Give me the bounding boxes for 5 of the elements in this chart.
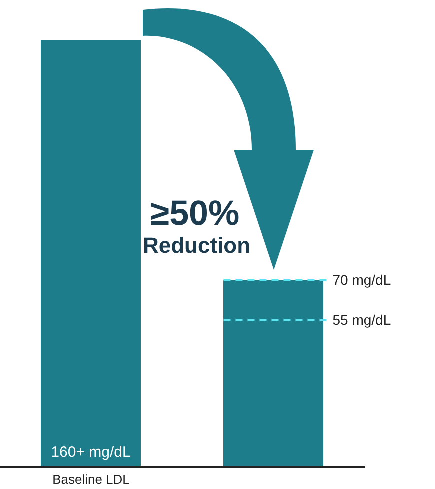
ref-line-label: 55 mg/dL [332,312,392,328]
annotation: ≥50% Reduction [143,194,251,258]
ref-line-label: 70 mg/dL [332,272,392,288]
data-label: 160+ mg/dL [51,444,131,461]
x-tick-label: Baseline LDL [52,472,130,488]
